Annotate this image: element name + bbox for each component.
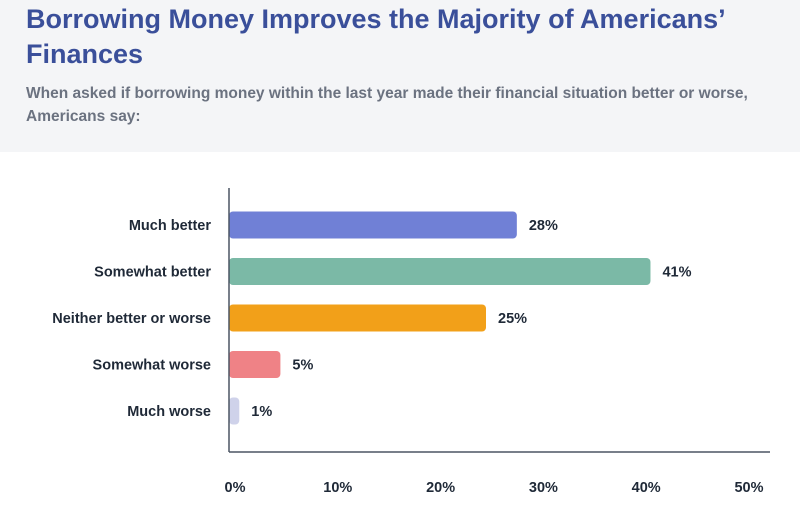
- category-label: Much worse: [127, 404, 211, 420]
- bar: [229, 211, 517, 239]
- category-label: Much better: [129, 218, 212, 234]
- x-tick-label: 0%: [225, 480, 246, 496]
- x-tick-label: 40%: [632, 480, 661, 496]
- chart-header: Borrowing Money Improves the Majority of…: [0, 0, 800, 152]
- value-label: 5%: [292, 358, 313, 374]
- bar: [229, 351, 281, 378]
- axes: [228, 188, 770, 453]
- chart-title: Borrowing Money Improves the Majority of…: [26, 4, 725, 69]
- bar: [229, 258, 651, 285]
- category-label: Somewhat better: [94, 265, 211, 281]
- bar-chart: Much better Somewhat better Neither better…: [52, 188, 770, 496]
- value-label: 25%: [498, 311, 527, 327]
- x-tick-label: 10%: [323, 480, 352, 496]
- value-labels: 28% 41% 25% 5% 1%: [251, 218, 691, 420]
- x-tick-label: 20%: [426, 480, 455, 496]
- bar: [229, 304, 486, 332]
- category-labels: Much better Somewhat better Neither better…: [52, 218, 211, 420]
- value-label: 41%: [662, 265, 691, 281]
- value-label: 1%: [251, 404, 272, 420]
- bar: [229, 397, 240, 425]
- category-label: Somewhat worse: [93, 358, 211, 374]
- chart-subtitle: When asked if borrowing money within the…: [26, 85, 748, 125]
- bars: [229, 211, 651, 425]
- x-tick-labels: 0% 10% 20% 30% 40% 50%: [225, 480, 764, 496]
- x-tick-label: 50%: [734, 480, 763, 496]
- x-tick-label: 30%: [529, 480, 558, 496]
- value-label: 28%: [529, 218, 558, 234]
- category-label: Neither better or worse: [52, 311, 211, 327]
